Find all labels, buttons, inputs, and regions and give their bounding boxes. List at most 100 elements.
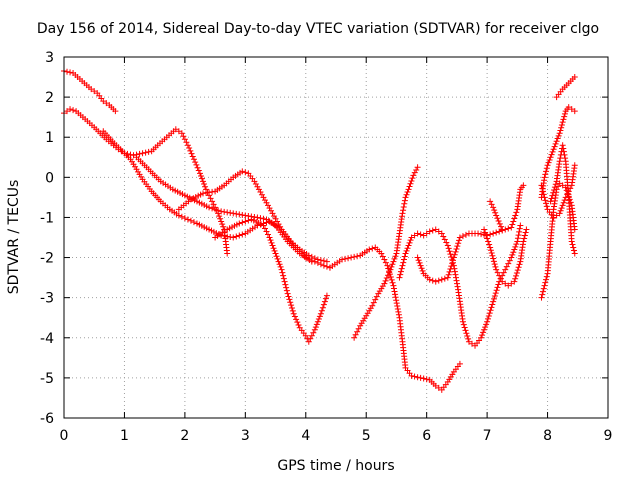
data-point (552, 181, 559, 188)
data-point (242, 218, 249, 225)
data-point (429, 227, 436, 234)
data-point (487, 247, 494, 254)
data-point (565, 104, 572, 111)
data-point (485, 238, 492, 245)
data-point (543, 203, 550, 210)
data-point (560, 199, 567, 206)
data-point (313, 321, 320, 328)
x-tick-label: 6 (422, 428, 431, 444)
y-tick-label: -1 (40, 210, 54, 226)
data-point (423, 376, 430, 383)
data-point (475, 230, 482, 237)
data-point (562, 155, 569, 162)
data-point (445, 271, 452, 278)
data-point (456, 237, 463, 244)
x-tick-label: 4 (301, 428, 310, 444)
data-point (283, 284, 290, 291)
data-point (305, 338, 312, 345)
data-point (284, 290, 291, 297)
data-point (432, 382, 439, 389)
data-point (279, 269, 286, 276)
data-point (490, 298, 497, 305)
data-point (321, 298, 328, 305)
data-point (496, 228, 503, 235)
data-point (553, 138, 560, 145)
data-point (540, 188, 547, 195)
data-point (186, 145, 193, 152)
series-trace-k (481, 226, 530, 289)
data-point (550, 146, 557, 153)
data-point (239, 211, 246, 218)
data-point (390, 285, 397, 292)
data-point (513, 209, 520, 216)
data-point (441, 236, 448, 243)
data-point (401, 253, 408, 260)
data-point (516, 261, 523, 268)
data-point (571, 108, 578, 115)
data-point (315, 316, 322, 323)
data-point (393, 297, 400, 304)
data-point (516, 225, 523, 232)
data-point (184, 142, 191, 149)
data-point (491, 292, 498, 299)
data-point (429, 277, 436, 284)
data-point (236, 232, 243, 239)
data-point (142, 149, 149, 156)
data-point (551, 143, 558, 150)
data-point (379, 253, 386, 260)
data-point (394, 303, 401, 310)
data-point (310, 329, 317, 336)
data-point (443, 239, 450, 246)
series-trace-f (212, 216, 330, 345)
data-point (556, 180, 563, 187)
data-point (559, 202, 566, 209)
data-point (139, 150, 146, 157)
data-point (381, 256, 388, 263)
data-point (489, 252, 496, 259)
data-point (308, 332, 315, 339)
data-point (543, 165, 550, 172)
data-point (556, 130, 563, 137)
data-point (520, 238, 527, 245)
data-point (312, 324, 319, 331)
data-point (553, 212, 560, 219)
x-tick-label: 5 (362, 428, 371, 444)
data-point (481, 226, 488, 233)
data-point (175, 128, 182, 135)
data-point (242, 169, 249, 176)
data-point (187, 147, 194, 154)
data-point (520, 182, 527, 189)
data-point (405, 242, 412, 249)
data-point (391, 288, 398, 295)
data-point (541, 194, 548, 201)
data-point (245, 217, 252, 224)
data-point (484, 315, 491, 322)
data-point (558, 124, 565, 131)
data-point (224, 250, 231, 257)
data-point (538, 182, 545, 189)
data-point (411, 169, 418, 176)
data-point (512, 275, 519, 282)
data-point (130, 152, 137, 159)
data-point (490, 230, 497, 237)
data-point (506, 257, 513, 264)
series-trace-e (175, 168, 330, 265)
data-point (136, 150, 143, 157)
series-trace-p (547, 142, 578, 257)
data-point (432, 278, 439, 285)
data-point (236, 211, 243, 218)
data-point (420, 375, 427, 382)
data-point (540, 288, 547, 295)
data-point (221, 208, 228, 215)
data-point (542, 279, 549, 286)
data-point (492, 263, 499, 270)
data-point (459, 233, 466, 240)
data-point (511, 278, 518, 285)
data-point (571, 162, 578, 169)
data-point (215, 207, 222, 214)
data-point (543, 273, 550, 280)
data-point (190, 156, 197, 163)
data-point (287, 299, 294, 306)
data-point (404, 189, 411, 196)
